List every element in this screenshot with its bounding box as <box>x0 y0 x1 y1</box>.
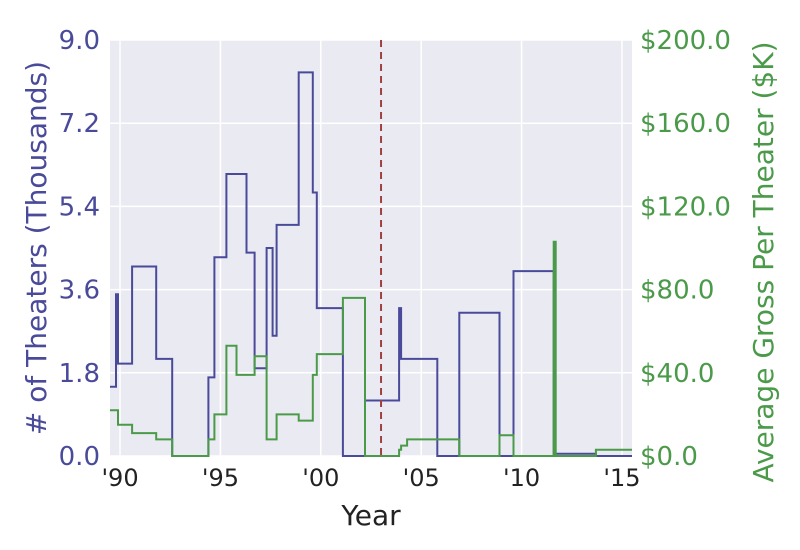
x-tick-label: '15 <box>603 464 640 492</box>
left-axis-title: # of Theaters (Thousands) <box>20 61 53 435</box>
right-axis-title: Average Gross Per Theater ($K) <box>747 41 780 482</box>
left-tick-label: 9.0 <box>59 26 100 56</box>
x-tick-label: '10 <box>503 464 540 492</box>
x-tick-label: '90 <box>101 464 138 492</box>
x-tick-label: '00 <box>302 464 339 492</box>
plot-background <box>110 40 632 456</box>
x-axis-title: Year <box>340 499 401 532</box>
right-tick-label: $0.0 <box>640 442 698 472</box>
left-tick-label: 3.6 <box>59 276 100 306</box>
right-tick-label: $200.0 <box>640 26 731 56</box>
left-tick-label: 7.2 <box>59 109 100 139</box>
x-tick-label: '95 <box>202 464 239 492</box>
grid <box>110 39 632 457</box>
left-axis-ticks: 0.0 1.8 3.6 5.4 7.2 9.0 <box>59 26 100 472</box>
theaters-line <box>110 71 632 457</box>
left-tick-label: 0.0 <box>59 442 100 472</box>
x-tick-label: '05 <box>403 464 440 492</box>
left-tick-label: 1.8 <box>59 359 100 389</box>
x-axis-ticks: '90 '95 '00 '05 '10 '15 <box>101 464 640 492</box>
series-layer <box>110 71 632 457</box>
right-axis-ticks: $0.0 $40.0 $80.0 $120.0 $160.0 $200.0 <box>640 26 731 472</box>
right-tick-label: $40.0 <box>640 359 714 389</box>
right-tick-label: $80.0 <box>640 276 714 306</box>
left-tick-label: 5.4 <box>59 192 100 222</box>
gross-per-theater-line <box>110 240 632 457</box>
right-tick-label: $120.0 <box>640 192 731 222</box>
right-tick-label: $160.0 <box>640 109 731 139</box>
